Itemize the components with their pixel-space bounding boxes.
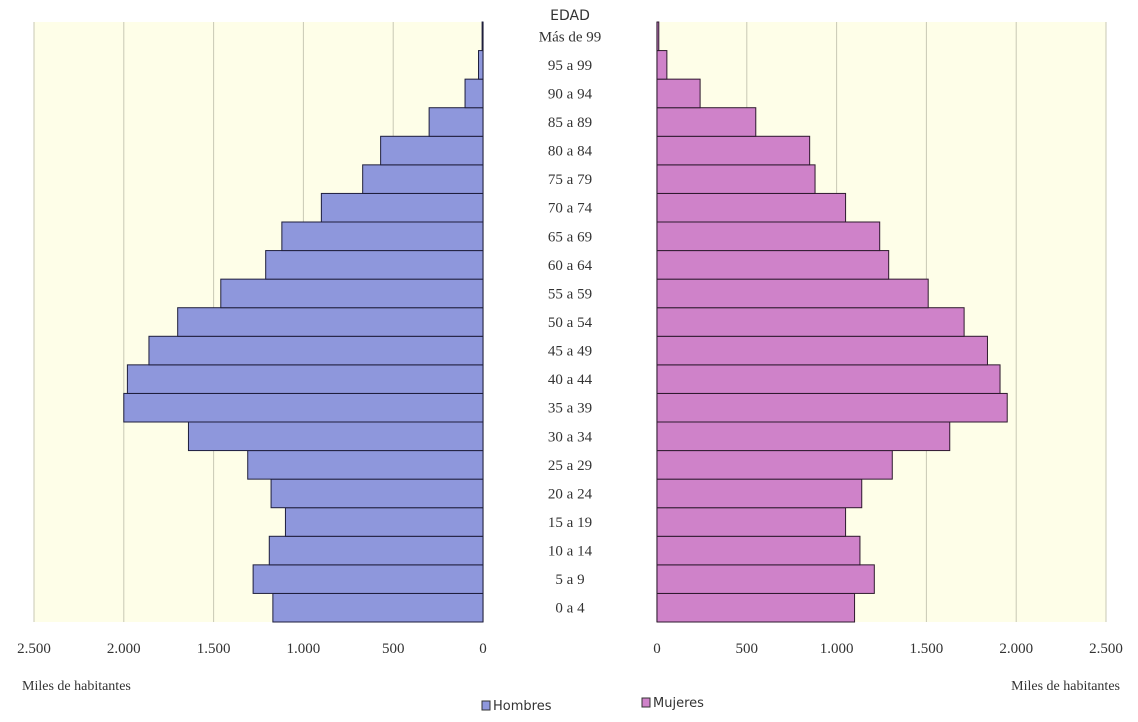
bar-hombres xyxy=(464,78,484,109)
x-tick-label-right: 1.000 xyxy=(820,641,854,657)
bar-hombres xyxy=(272,592,484,623)
age-group-label: 15 a 19 xyxy=(548,515,592,531)
legend-label-hombres: Hombres xyxy=(493,699,552,714)
bar-hombres xyxy=(380,135,484,166)
bar-hombres xyxy=(187,421,484,452)
legend-swatch-mujeres xyxy=(641,697,651,708)
x-tick-label-right: 0 xyxy=(653,641,661,657)
age-group-label: 55 a 59 xyxy=(548,286,592,302)
bar-mujeres xyxy=(656,335,988,366)
bar-hombres xyxy=(281,221,484,252)
bar-mujeres xyxy=(656,250,890,280)
age-group-label: 70 a 74 xyxy=(548,201,593,217)
x-tick-label-left: 0 xyxy=(479,641,487,657)
age-group-label: 45 a 49 xyxy=(548,344,592,360)
bar-mujeres xyxy=(656,564,875,594)
age-group-label: 50 a 54 xyxy=(548,315,593,331)
x-axis-title-left: Miles de habitantes xyxy=(22,679,131,694)
bar-hombres xyxy=(284,507,484,537)
bar-hombres xyxy=(478,50,484,80)
age-group-label: 40 a 44 xyxy=(548,372,593,388)
age-group-label: 25 a 29 xyxy=(548,458,592,474)
age-group-label: 10 a 14 xyxy=(548,544,593,560)
bar-hombres xyxy=(270,478,484,509)
bar-mujeres xyxy=(656,192,847,223)
x-tick-label-left: 1.000 xyxy=(287,641,321,657)
bar-mujeres xyxy=(656,535,861,566)
bar-hombres xyxy=(481,21,484,52)
bar-hombres xyxy=(247,450,484,480)
bar-mujeres xyxy=(656,364,1001,394)
x-tick-label-left: 500 xyxy=(382,641,405,657)
x-tick-label-left: 1.500 xyxy=(197,641,231,657)
age-group-label: 5 a 9 xyxy=(555,572,584,588)
bar-hombres xyxy=(177,307,484,337)
age-group-label: 20 a 24 xyxy=(548,486,593,502)
age-group-label: 80 a 84 xyxy=(548,144,593,160)
age-group-label: 85 a 89 xyxy=(548,115,592,131)
age-group-label: 75 a 79 xyxy=(548,172,592,188)
bar-mujeres xyxy=(656,135,811,166)
age-group-label: Más de 99 xyxy=(539,29,602,45)
bar-hombres xyxy=(362,164,484,194)
age-group-label: 30 a 34 xyxy=(548,429,593,445)
x-tick-label-right: 2.000 xyxy=(999,641,1033,657)
bar-mujeres xyxy=(656,421,951,452)
bar-hombres xyxy=(220,278,484,309)
x-tick-label-right: 2.500 xyxy=(1089,641,1123,657)
bar-mujeres xyxy=(656,107,757,137)
bar-hombres xyxy=(123,392,484,423)
age-group-label: 60 a 64 xyxy=(548,258,593,274)
x-tick-label-left: 2.000 xyxy=(107,641,141,657)
bar-mujeres xyxy=(656,392,1008,423)
bar-mujeres xyxy=(656,307,965,337)
bar-mujeres xyxy=(656,221,881,252)
x-tick-label-right: 1.500 xyxy=(910,641,944,657)
bar-mujeres xyxy=(656,21,660,52)
age-group-label: 65 a 69 xyxy=(548,229,592,245)
legend-swatch-hombres xyxy=(481,700,491,711)
bar-mujeres xyxy=(656,278,929,309)
bar-mujeres xyxy=(656,78,701,109)
bar-hombres xyxy=(268,535,484,566)
x-tick-label-right: 500 xyxy=(736,641,759,657)
bar-hombres xyxy=(148,335,484,366)
bar-mujeres xyxy=(656,478,863,509)
age-group-label: 95 a 99 xyxy=(548,58,592,74)
bar-mujeres xyxy=(656,450,893,480)
age-group-label: 90 a 94 xyxy=(548,86,593,102)
bar-hombres xyxy=(252,564,484,594)
bar-hombres xyxy=(265,250,484,280)
age-group-label: 0 a 4 xyxy=(555,601,585,617)
bar-mujeres xyxy=(656,164,816,194)
bar-mujeres xyxy=(656,592,856,623)
bar-hombres xyxy=(320,192,484,223)
bar-hombres xyxy=(126,364,484,394)
bar-mujeres xyxy=(656,50,668,80)
x-axis-title-right: Miles de habitantes xyxy=(1011,679,1120,694)
legend-label-mujeres: Mujeres xyxy=(653,696,704,711)
x-tick-label-left: 2.500 xyxy=(17,641,51,657)
bar-mujeres xyxy=(656,507,847,537)
age-header-label: EDAD xyxy=(550,8,590,24)
age-group-label: 35 a 39 xyxy=(548,401,592,417)
bar-hombres xyxy=(428,107,484,137)
